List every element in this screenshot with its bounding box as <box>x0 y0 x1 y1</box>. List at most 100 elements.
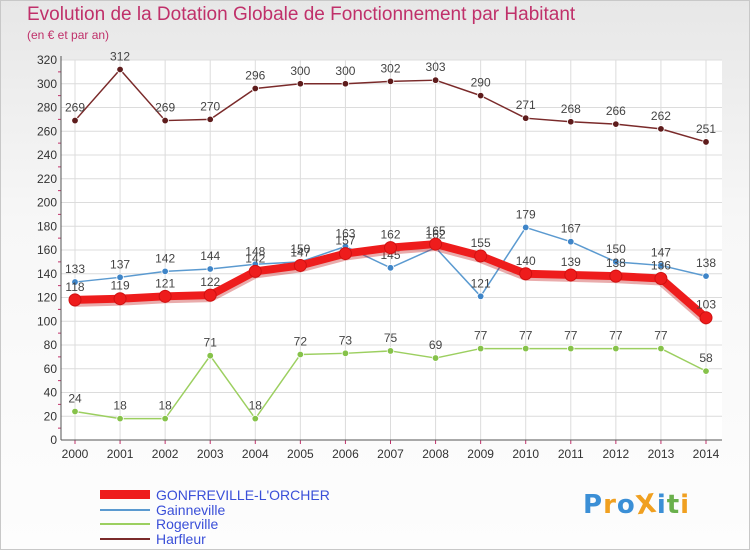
legend-item: GONFREVILLE-L'ORCHER <box>100 487 330 503</box>
data-label-rogerville: 77 <box>609 329 623 343</box>
data-label-gonfreville-l-orcher: 157 <box>335 234 355 248</box>
data-label-harfleur: 290 <box>471 76 491 90</box>
data-point-gainneville <box>71 278 79 286</box>
proxiti-logo: ProXiti <box>583 489 691 522</box>
data-label-gainneville: 133 <box>65 262 85 276</box>
legend-label: Rogerville <box>156 515 219 532</box>
data-point-gainneville <box>476 292 485 301</box>
data-label-harfleur: 300 <box>335 64 355 78</box>
data-label-harfleur: 302 <box>380 61 400 75</box>
data-label-gonfreville-l-orcher: 103 <box>696 298 716 312</box>
data-label-gonfreville-l-orcher: 140 <box>516 254 536 268</box>
data-point-gonfreville-l-orcher <box>113 292 127 306</box>
y-tick-label: 140 <box>37 267 57 281</box>
y-tick-label: 0 <box>50 433 57 447</box>
logo-letter: t <box>666 490 681 520</box>
data-point-gonfreville-l-orcher <box>474 249 488 263</box>
data-point-gonfreville-l-orcher <box>429 237 443 251</box>
x-tick-label: 2007 <box>377 447 404 461</box>
data-point-gonfreville-l-orcher <box>519 267 533 281</box>
x-tick-label: 2014 <box>693 447 720 461</box>
data-label-gainneville: 138 <box>696 256 716 270</box>
data-point-harfleur <box>386 77 395 86</box>
data-label-gonfreville-l-orcher: 118 <box>65 280 84 294</box>
data-label-gainneville: 150 <box>606 242 626 256</box>
x-tick-label: 2000 <box>62 447 89 461</box>
data-point-gonfreville-l-orcher <box>248 264 262 278</box>
data-point-harfleur <box>431 76 440 84</box>
data-point-gainneville <box>161 267 169 276</box>
data-label-gonfreville-l-orcher: 119 <box>111 279 130 293</box>
data-label-gonfreville-l-orcher: 121 <box>155 276 175 290</box>
data-label-harfleur: 262 <box>651 109 671 123</box>
data-label-rogerville: 77 <box>654 329 668 343</box>
data-point-rogerville <box>567 344 575 353</box>
data-point-harfleur <box>251 84 259 93</box>
data-label-harfleur: 312 <box>110 50 130 64</box>
data-label-harfleur: 300 <box>290 64 310 78</box>
data-label-rogerville: 71 <box>204 336 218 350</box>
x-tick-label: 2002 <box>152 447 179 461</box>
legend-item: Rogerville <box>100 515 219 532</box>
legend-swatch <box>100 537 150 540</box>
data-point-gainneville <box>206 265 214 273</box>
data-point-rogerville <box>116 414 124 423</box>
data-point-rogerville <box>71 407 79 416</box>
y-tick-label: 200 <box>37 196 57 210</box>
data-point-rogerville <box>657 344 665 353</box>
data-label-gonfreville-l-orcher: 122 <box>200 275 220 289</box>
x-tick-label: 2011 <box>558 447 584 461</box>
legend-swatch <box>100 490 150 499</box>
data-point-rogerville <box>522 344 530 353</box>
logo-letter: i <box>680 490 691 520</box>
logo-letter: r <box>603 490 617 520</box>
x-tick-label: 2001 <box>107 447 134 461</box>
data-point-gonfreville-l-orcher <box>699 311 713 325</box>
data-label-harfleur: 270 <box>200 99 220 113</box>
data-label-gainneville: 148 <box>245 244 265 258</box>
data-point-gonfreville-l-orcher <box>203 288 217 302</box>
data-label-rogerville: 18 <box>249 399 263 413</box>
y-tick-label: 300 <box>37 77 57 91</box>
logo-letter: i <box>656 490 667 520</box>
data-label-rogerville: 77 <box>564 329 578 343</box>
y-tick-label: 260 <box>37 124 57 138</box>
data-point-gainneville <box>567 237 575 246</box>
data-point-rogerville <box>341 349 350 358</box>
y-tick-label: 100 <box>37 314 57 328</box>
data-point-harfleur <box>567 118 575 126</box>
legend-item: Harfleur <box>100 531 206 547</box>
data-label-harfleur: 271 <box>516 98 536 112</box>
data-point-gonfreville-l-orcher <box>384 241 397 255</box>
data-label-rogerville: 73 <box>339 333 353 347</box>
data-point-rogerville <box>161 414 169 423</box>
data-point-rogerville <box>251 414 259 423</box>
data-label-harfleur: 296 <box>245 69 265 83</box>
x-tick-label: 2004 <box>242 447 269 461</box>
y-tick-label: 40 <box>44 386 58 400</box>
y-tick-label: 320 <box>37 53 57 67</box>
y-tick-label: 160 <box>37 243 57 257</box>
x-tick-label: 2012 <box>603 447 630 461</box>
data-label-harfleur: 269 <box>155 101 175 115</box>
data-point-rogerville <box>702 367 710 375</box>
chart-subtitle: (en € et par an) <box>27 28 110 42</box>
data-point-rogerville <box>431 354 440 362</box>
data-label-gonfreville-l-orcher: 162 <box>380 228 400 242</box>
data-label-gainneville: 147 <box>651 245 671 259</box>
x-tick-label: 2008 <box>422 447 449 461</box>
data-label-rogerville: 58 <box>699 351 713 365</box>
data-label-harfleur: 251 <box>696 122 716 136</box>
data-label-gainneville: 179 <box>516 207 536 221</box>
data-point-harfleur <box>612 120 620 128</box>
data-point-gonfreville-l-orcher <box>609 269 623 283</box>
data-label-rogerville: 18 <box>158 399 172 413</box>
data-point-harfleur <box>657 125 665 133</box>
y-tick-label: 180 <box>37 219 57 233</box>
y-tick-label: 220 <box>37 172 57 186</box>
data-label-gonfreville-l-orcher: 155 <box>471 236 491 250</box>
data-point-harfleur <box>522 114 530 122</box>
data-point-rogerville <box>476 344 485 353</box>
data-label-gainneville: 137 <box>110 257 130 271</box>
